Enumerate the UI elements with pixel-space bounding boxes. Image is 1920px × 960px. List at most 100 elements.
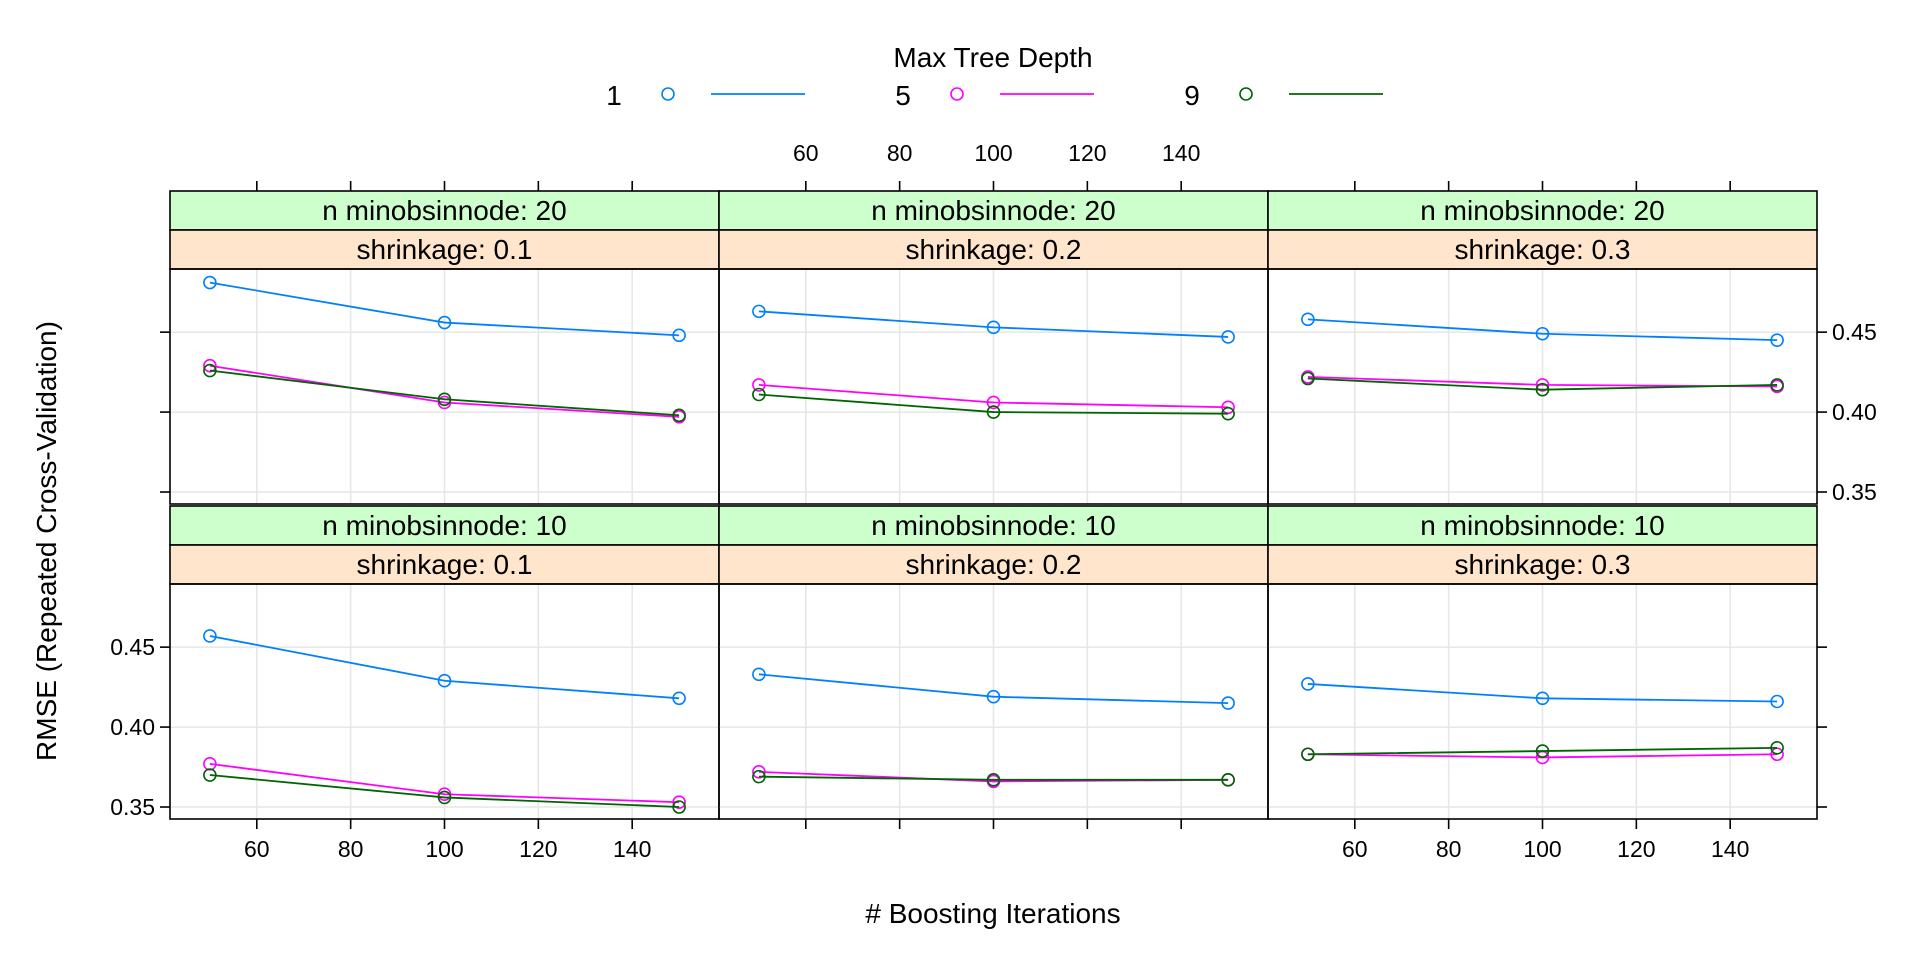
y-tick-label-left: 0.40: [110, 714, 155, 740]
strip-bottom-label: shrinkage: 0.2: [906, 234, 1082, 265]
legend-label: 5: [895, 80, 911, 111]
strip-bottom: [169, 229, 720, 270]
strip-top-label: n minobsinnode: 10: [322, 510, 566, 541]
data-point-9: [1301, 747, 1315, 762]
y-tick-label-right: 0.35: [1832, 479, 1877, 505]
x-tick-label-bottom: 60: [1342, 836, 1368, 862]
panel: n minobsinnode: 20 shrinkage: 0.2: [718, 190, 1269, 505]
data-point-1: [752, 304, 766, 319]
x-tick-label-top: 140: [1162, 140, 1200, 166]
series-line-1: [209, 281, 680, 337]
y-tick-label-right: 0.40: [1832, 399, 1877, 425]
panel-grid: [1268, 584, 1817, 819]
x-tick-label-bottom: 140: [1711, 836, 1749, 862]
strip-bottom-label: shrinkage: 0.2: [906, 549, 1082, 580]
data-point-5: [752, 378, 766, 392]
strip-top-label: n minobsinnode: 10: [871, 510, 1115, 541]
data-point-1: [752, 667, 766, 682]
legend-entry: 1: [606, 80, 805, 111]
legend-entry: 5: [895, 80, 1094, 111]
data-point-9: [203, 768, 217, 782]
data-point-5: [1535, 378, 1550, 392]
data-point-1: [1535, 691, 1550, 706]
strip-bottom: [1267, 544, 1818, 585]
panel-border: [1267, 268, 1818, 505]
data-point-9: [986, 405, 1001, 419]
data-point-1: [1770, 333, 1784, 347]
panel-grid: [170, 269, 719, 504]
strip-bottom: [718, 229, 1269, 270]
data-point-9: [1770, 741, 1784, 755]
y-tick-label-left: 0.35: [110, 794, 155, 820]
legend: 1 5 9: [606, 80, 1383, 111]
data-point-1: [1770, 694, 1784, 709]
data-point-1: [1301, 312, 1315, 327]
series-line-1: [209, 635, 680, 700]
data-point-1: [437, 673, 452, 688]
data-point-1: [672, 691, 686, 706]
axes: 60 80 100 120 140 60 80 100 120 140 60 80 100 120 140 0…: [110, 140, 1877, 862]
data-point-9: [1770, 378, 1784, 392]
x-tick-label-top: 80: [887, 140, 913, 166]
strip-bottom: [1267, 229, 1818, 270]
data-point-9: [1535, 744, 1550, 758]
strip-bottom-label: shrinkage: 0.3: [1455, 234, 1631, 265]
data-point-1: [672, 328, 686, 343]
series-line-9: [209, 369, 680, 417]
panel-grid: [170, 584, 719, 819]
data-point-5: [203, 757, 217, 771]
data-point-9: [1221, 773, 1235, 787]
data-point-9: [1221, 406, 1235, 421]
series-line-5: [758, 384, 1229, 409]
y-tick-label-right: 0.45: [1832, 319, 1877, 345]
strip-bottom: [169, 544, 720, 585]
data-point-5: [986, 395, 1001, 410]
series-line-1: [1307, 318, 1778, 342]
strip-top-label: n minobsinnode: 10: [1420, 510, 1664, 541]
panel: n minobsinnode: 20 shrinkage: 0.3: [1267, 190, 1818, 505]
data-point-1: [1221, 696, 1235, 710]
series-line-5: [209, 762, 680, 804]
x-axis-label: # Boosting Iterations: [865, 898, 1120, 929]
panel: n minobsinnode: 20 shrinkage: 0.1: [169, 190, 720, 505]
panel: n minobsinnode: 10 shrinkage: 0.1: [169, 505, 720, 820]
data-point-9: [1301, 371, 1315, 386]
data-point-9: [1535, 382, 1550, 397]
data-point-9: [752, 387, 766, 402]
data-point-5: [203, 358, 217, 373]
data-point-9: [752, 769, 766, 784]
x-tick-label-bottom: 120: [1617, 836, 1655, 862]
data-point-9: [672, 800, 686, 814]
panel: n minobsinnode: 10 shrinkage: 0.2: [718, 505, 1269, 820]
panel-grid: [1268, 269, 1817, 504]
x-tick-label-bottom: 100: [1523, 836, 1561, 862]
data-point-1: [437, 315, 452, 330]
x-tick-label-bottom: 120: [519, 836, 557, 862]
panel: n minobsinnode: 10 shrinkage: 0.3: [1267, 505, 1818, 820]
series-line-9: [758, 393, 1229, 415]
x-tick-label-top: 60: [793, 140, 819, 166]
data-point-1: [203, 629, 217, 643]
strip-bottom-label: shrinkage: 0.1: [357, 549, 533, 580]
legend-marker: [950, 87, 964, 101]
data-point-1: [986, 689, 1001, 704]
series-line-5: [209, 364, 680, 418]
legend-entry: 9: [1184, 80, 1383, 111]
strip-top-label: n minobsinnode: 20: [871, 195, 1115, 226]
data-point-9: [203, 363, 217, 378]
strip-top: [1267, 190, 1818, 231]
data-point-1: [1221, 330, 1235, 344]
strip-bottom-label: shrinkage: 0.3: [1455, 549, 1631, 580]
legend-title: Max Tree Depth: [893, 42, 1092, 73]
y-axis-label: RMSE (Repeated Cross-Validation): [31, 321, 62, 761]
strip-top-label: n minobsinnode: 20: [1420, 195, 1664, 226]
x-tick-label-bottom: 140: [613, 836, 651, 862]
x-tick-label-bottom: 80: [1436, 836, 1462, 862]
x-tick-label-top: 100: [974, 140, 1012, 166]
legend-marker: [1239, 87, 1253, 101]
data-point-1: [1301, 677, 1315, 691]
data-point-1: [986, 320, 1001, 335]
data-point-9: [437, 392, 452, 407]
